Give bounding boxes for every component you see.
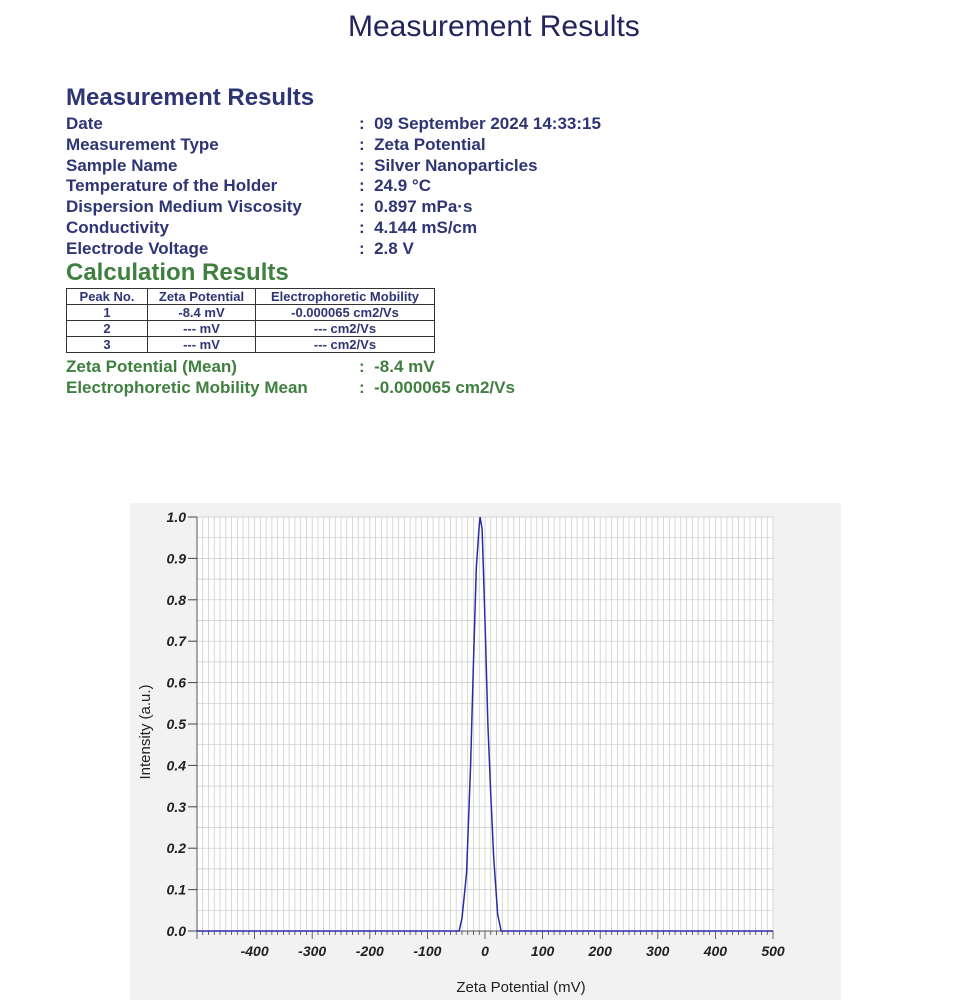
table-header-row: Peak No. Zeta Potential Electrophoretic … [66,288,435,305]
table-cell: 2 [66,320,148,337]
field-label: Temperature of the Holder [66,176,278,196]
field-value: : Zeta Potential [359,134,486,154]
mobility-mean-value: : -0.000065 cm2/Vs [359,378,515,397]
table-cell: -0.000065 cm2/Vs [255,304,435,321]
mobility-mean-label: Electrophoretic Mobility Mean [66,378,308,397]
field-label: Sample Name [66,155,178,175]
field-label: Dispersion Medium Viscosity [66,197,302,217]
column-header: Peak No. [66,288,148,305]
zeta-potential-chart: 0.0 0.1 0.2 0.3 0.4 0.5 0.6 0.7 0.8 0.9 1.0 -400 -30… [137,509,785,996]
field-value: : 0.897 mPa·s [359,197,473,217]
x-tick-label: 500 [761,943,785,959]
x-tick-label: -100 [413,943,441,959]
x-tick-label: 0 [481,943,489,959]
table-cell: --- cm2/Vs [255,336,435,353]
field-label: Date [66,114,103,133]
y-tick-label: 0.3 [167,799,187,815]
y-tick-label: 1.0 [167,509,187,525]
measurement-results-heading: Measurement Results [66,84,315,111]
y-axis-label: Intensity (a.u.) [137,684,154,779]
y-tick-label: 0.5 [167,716,187,732]
page-title: Measurement Results [348,10,640,43]
truncated-header-fragment [120,0,270,6]
field-value: : 24.9 °C [359,176,431,196]
y-tick-label: 0.7 [167,633,188,649]
x-tick-label: -300 [298,943,326,959]
table-cell: 1 [66,304,148,321]
field-value: : Silver Nanoparticles [359,155,538,175]
zeta-mean-value: : -8.4 mV [359,357,435,376]
field-label: Measurement Type [66,134,219,154]
x-tick-label: 400 [703,943,728,959]
y-tick-label: 0.8 [167,592,187,608]
column-header: Electrophoretic Mobility [255,288,435,305]
x-tick-label: 300 [646,943,670,959]
y-tick-label: 0.4 [167,757,187,773]
y-tick-label: 0.1 [167,882,187,898]
x-tick-label: 200 [588,943,613,959]
table-row: 1 -8.4 mV -0.000065 cm2/Vs [66,304,435,321]
series-line [197,516,773,932]
table-cell: -8.4 mV [147,304,256,321]
zeta-mean-label: Zeta Potential (Mean) [66,357,237,376]
column-header: Zeta Potential [147,288,256,305]
x-tick-label: -400 [241,943,269,959]
table-row: 2 --- mV --- cm2/Vs [66,320,435,337]
field-value: : 4.144 mS/cm [359,218,478,237]
y-tick-label: 0.0 [167,923,187,939]
table-cell: --- cm2/Vs [255,320,435,337]
table-cell: 3 [66,336,148,353]
x-axis-label: Zeta Potential (mV) [456,979,585,996]
chart-panel: 0.0 0.1 0.2 0.3 0.4 0.5 0.6 0.7 0.8 0.9 1.0 -400 -30… [130,503,841,1000]
field-label: Electrode Voltage [66,238,209,258]
calculation-results-table: Peak No. Zeta Potential Electrophoretic … [66,288,435,353]
field-label: Conductivity [66,218,169,237]
table-cell: --- mV [147,336,256,353]
x-tick-label: -200 [356,943,384,959]
field-value: : 2.8 V [359,238,414,258]
table-cell: --- mV [147,320,256,337]
y-tick-label: 0.9 [167,550,187,566]
x-tick-label: 100 [531,943,555,959]
y-tick-label: 0.2 [167,840,187,856]
y-tick-label: 0.6 [167,675,187,691]
calculation-results-heading: Calculation Results [66,259,289,286]
field-value: : 09 September 2024 14:33:15 [359,114,601,133]
table-row: 3 --- mV --- cm2/Vs [66,336,435,353]
